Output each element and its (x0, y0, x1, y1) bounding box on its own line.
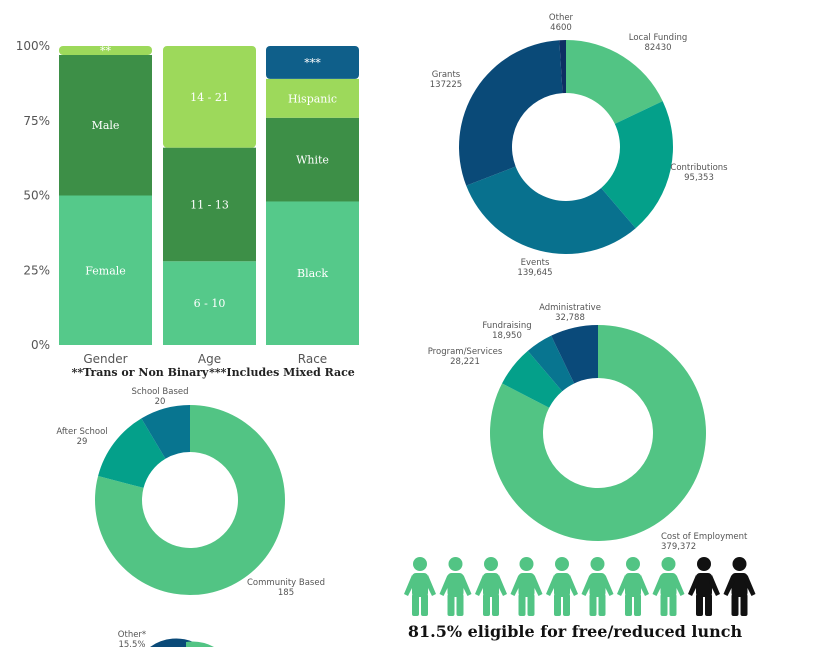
donut-slice-events (466, 166, 636, 254)
donut-slice-fundraising (527, 335, 575, 392)
slice-value: 379,372 (661, 542, 696, 552)
slice-label: After School (56, 427, 107, 437)
y-tick-label: 50% (23, 189, 50, 203)
segment-label: Female (85, 264, 126, 277)
segment-label: 6 - 10 (194, 297, 226, 310)
y-tick-label: 25% (23, 263, 50, 277)
bar-segment-age-6-10 (163, 261, 256, 345)
donut-slice-community-based (95, 405, 286, 595)
lunch-eligibility-caption: 81.5% eligible for free/reduced lunch (408, 622, 743, 641)
person-icon-eligible (404, 557, 436, 616)
donut-slice-program-services (502, 350, 563, 408)
person-icon-eligible (617, 557, 649, 616)
donut-slice-grants (458, 40, 563, 186)
slice-value: 82430 (644, 43, 671, 53)
slice-label: Events (521, 258, 550, 268)
person-icon-not-eligible (723, 557, 756, 616)
segment-label: 11 - 13 (190, 198, 229, 211)
slice-value: 18,950 (492, 331, 522, 341)
slice-label: Cost of Employment (661, 532, 748, 542)
person-icon-eligible (439, 557, 472, 616)
y-tick-label: 100% (16, 39, 50, 53)
bar-segment-gender-male (59, 54, 152, 196)
person-icon-eligible (652, 557, 685, 616)
person-icon-eligible (475, 557, 507, 616)
slice-label: School Based (131, 387, 188, 397)
slice-value: 32,788 (555, 313, 585, 323)
bar-segment-gender-female (59, 195, 152, 345)
slice-value: 139,645 (517, 268, 552, 278)
slice-label: Contributions (670, 163, 728, 173)
lunch-eligibility-graphic: 81.5% eligible for free/reduced lunch (404, 557, 756, 641)
donut-slice-contributions (601, 101, 673, 229)
slice-value: 4600 (550, 23, 572, 33)
slice-label: Other* (118, 630, 146, 640)
slice-value: 95,353 (684, 173, 714, 183)
bar-segment-race-black (266, 201, 359, 345)
x-category-label: Race (298, 352, 327, 366)
slice-label: Administrative (539, 303, 601, 313)
segment-label: Hispanic (288, 92, 337, 105)
bar-segment-race-hispanic (266, 78, 359, 118)
person-icon-eligible (510, 557, 543, 616)
bar-segment-race-white (266, 117, 359, 202)
person-icon-not-eligible (688, 557, 720, 616)
bar-segment-age-14-21 (163, 46, 256, 148)
slice-label: Other (549, 13, 574, 23)
donut-slice-local-funding (566, 40, 663, 124)
slice-value: 28,221 (450, 357, 480, 367)
slice-value: 29 (77, 437, 88, 447)
slice-label: Community Based (247, 578, 325, 588)
demographics-stacked-bar-chart: 0% 25% 50% 75% 100% Female Male ** Gender 6 - 10 1… (16, 39, 359, 379)
donut-slice-cost-of-employment (489, 325, 706, 541)
slice-label: Program/Services (428, 347, 503, 357)
bar-segment-gender-mark (59, 46, 152, 55)
bar-segment-age-11-13 (163, 147, 256, 262)
x-category-label: Age (198, 352, 221, 366)
y-tick-label: 0% (31, 338, 50, 352)
person-icon-eligible (581, 557, 614, 616)
person-icon-eligible (546, 557, 578, 616)
footnote: **Trans or Non Binary (72, 366, 209, 379)
slice-value: 20 (155, 397, 166, 407)
slice-value: 137225 (430, 80, 462, 90)
bar-segment-race-mark (266, 46, 359, 79)
y-tick-label: 75% (23, 114, 50, 128)
segment-label: Black (297, 267, 328, 280)
segment-label: ** (100, 44, 112, 57)
slice-label: Fundraising (482, 321, 531, 331)
slice-value: 185 (278, 588, 294, 598)
segment-label: 14 - 21 (190, 91, 229, 104)
footnote: ***Includes Mixed Race (209, 366, 355, 379)
donut-slice-other (559, 40, 566, 94)
donut-slice-administrative (551, 325, 598, 384)
slice-label: Grants (432, 70, 461, 80)
donut-slice-school-based (141, 405, 190, 459)
slice-label: Local Funding (629, 33, 687, 43)
slice-value: 15.5% (118, 640, 145, 647)
partial-donut-slice (150, 638, 196, 647)
segment-label: Male (92, 119, 120, 132)
segment-label: White (296, 154, 329, 167)
donut-slice-after-school (98, 418, 166, 488)
x-category-label: Gender (83, 352, 127, 366)
partial-donut-slice (186, 641, 214, 647)
segment-label: *** (304, 56, 321, 69)
partial-donut-chart: Other*15.5% (118, 630, 214, 647)
